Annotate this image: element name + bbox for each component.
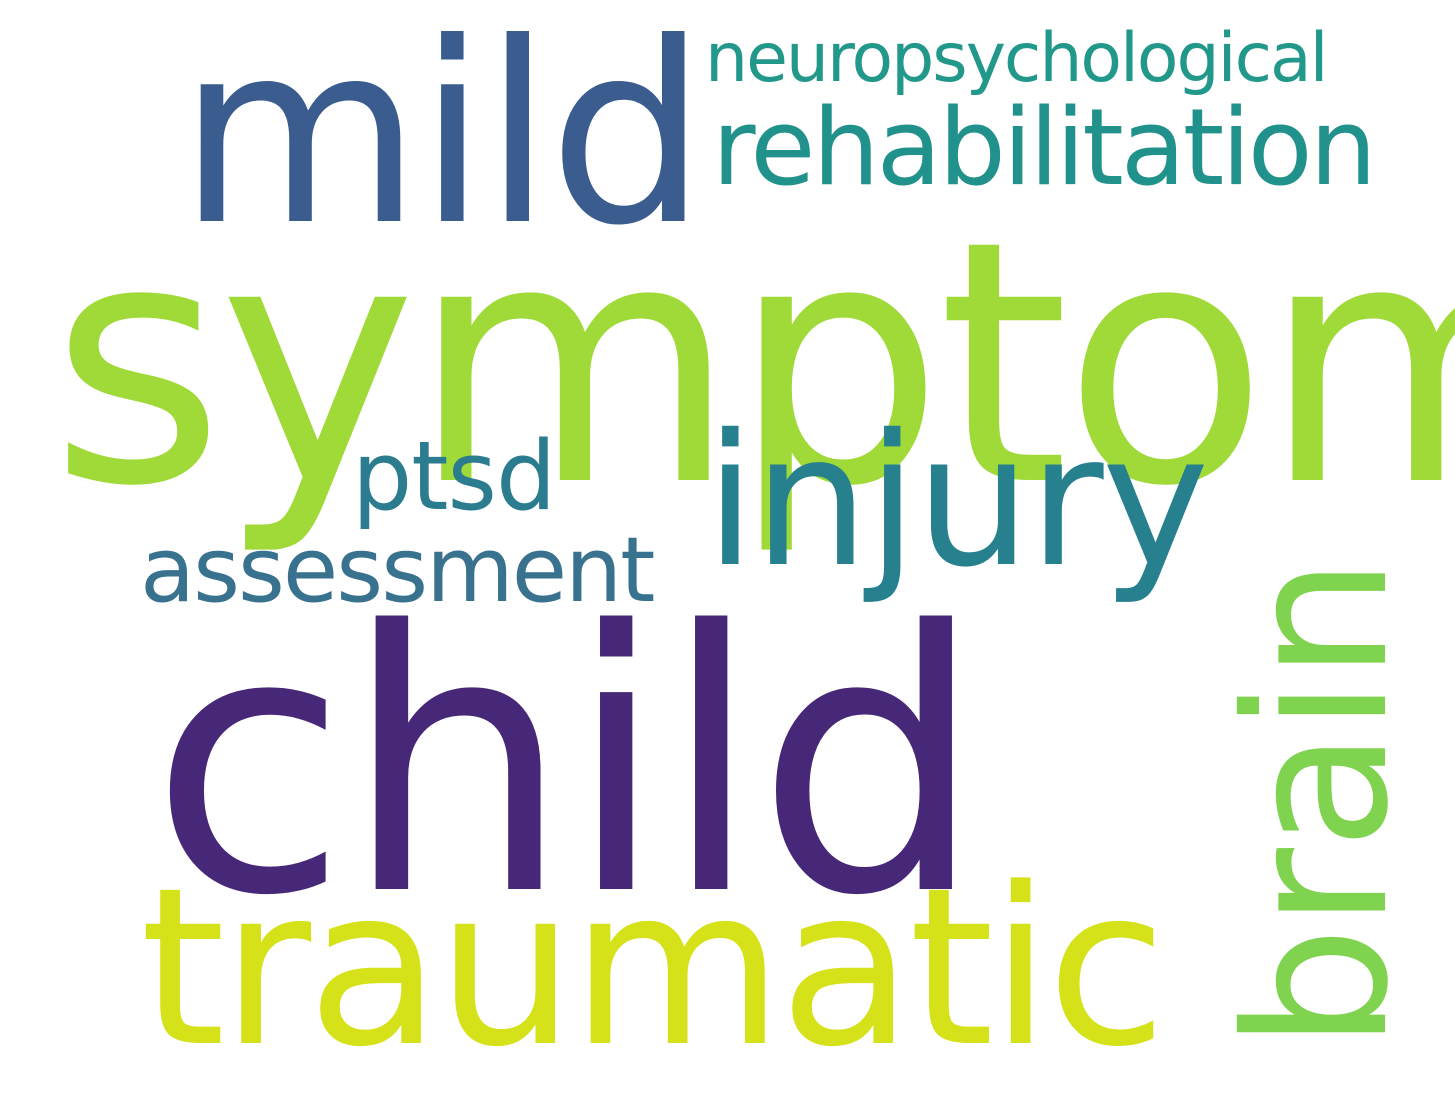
word-assessment: assessment xyxy=(140,518,655,623)
word-symptom: symptom xyxy=(50,170,1455,560)
word-neuropsychological: neuropsychological xyxy=(705,19,1329,98)
word-child: child xyxy=(150,555,985,974)
word-traumatic: traumatic xyxy=(140,842,1167,1095)
word-mild: mild xyxy=(178,0,707,280)
word-rehabilitation: rehabilitation xyxy=(712,86,1377,209)
word-injury: injury xyxy=(705,395,1209,607)
word-brain: brain xyxy=(1204,558,1431,1050)
word-ptsd: ptsd xyxy=(352,422,556,532)
